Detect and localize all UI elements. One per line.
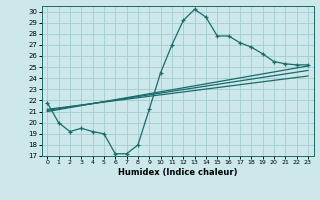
X-axis label: Humidex (Indice chaleur): Humidex (Indice chaleur) [118, 168, 237, 177]
